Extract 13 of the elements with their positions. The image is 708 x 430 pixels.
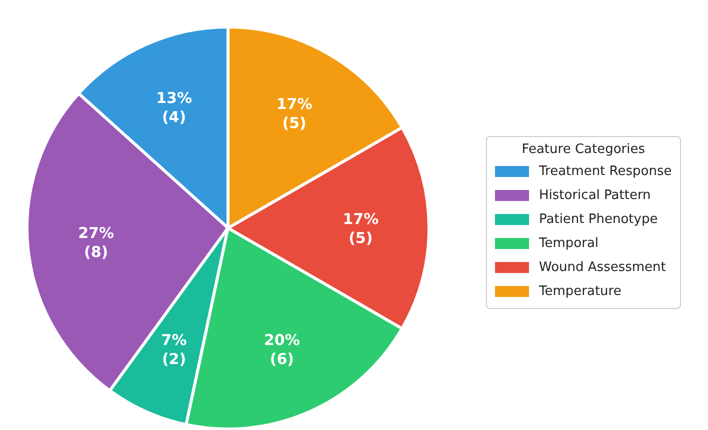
data-label: 13% (4) [156, 88, 192, 126]
data-label: 7% (2) [161, 331, 187, 368]
data-label: 27% (8) [78, 224, 114, 261]
data-label: 20% (6) [264, 331, 300, 368]
data-label: 17% (5) [342, 210, 379, 247]
legend-label: Wound Assessment [539, 260, 666, 274]
data-label: 17% (5) [276, 95, 312, 132]
legend-label: Treatment Response [539, 164, 672, 178]
legend-label: Temporal [539, 236, 599, 250]
legend-label: Historical Pattern [539, 188, 651, 202]
legend-title: Feature Categories [520, 142, 646, 157]
legend-label: Patient Phenotype [539, 212, 658, 226]
legend-label: Temperature [539, 284, 622, 298]
